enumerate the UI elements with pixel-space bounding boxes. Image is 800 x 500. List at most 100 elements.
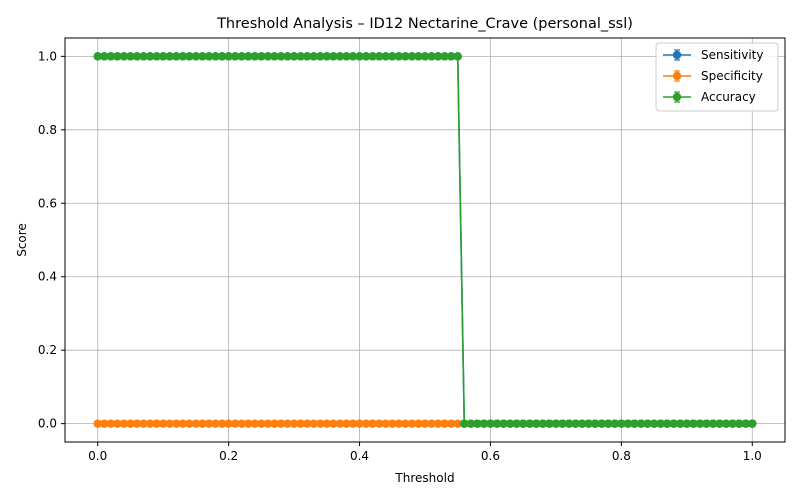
- series-layer: [93, 52, 757, 428]
- data-point: [433, 419, 443, 428]
- data-point: [715, 419, 724, 428]
- data-point: [649, 419, 659, 428]
- data-point: [342, 419, 351, 428]
- x-tick-label: 0.4: [350, 449, 369, 463]
- x-tick-label: 1.0: [743, 449, 762, 463]
- data-point: [571, 419, 580, 428]
- data-point: [545, 419, 554, 428]
- data-point: [237, 419, 246, 428]
- data-point: [558, 419, 567, 428]
- data-point: [224, 52, 233, 61]
- data-point: [414, 52, 423, 61]
- data-point: [289, 52, 299, 61]
- data-point: [257, 52, 266, 61]
- data-point: [741, 419, 750, 428]
- data-point: [100, 419, 109, 428]
- data-point: [198, 52, 207, 61]
- data-point: [165, 419, 174, 428]
- legend-label: Accuracy: [701, 90, 756, 104]
- legend-entry-specificity: Specificity: [663, 69, 763, 83]
- chart-title: Threshold Analysis – ID12 Nectarine_Crav…: [216, 16, 633, 32]
- data-point: [230, 419, 240, 428]
- data-point: [132, 52, 142, 61]
- data-point: [388, 419, 397, 428]
- data-point: [355, 52, 364, 61]
- x-axis-label: Threshold: [394, 471, 454, 485]
- data-point: [453, 419, 462, 428]
- data-point: [198, 419, 207, 428]
- ticks: 0.0 0.2 0.4 0.6 0.8 1.0 0.0 0.2 0.4 0.6 0.8 1.0: [38, 49, 762, 463]
- data-point: [394, 52, 404, 61]
- data-point: [538, 419, 548, 428]
- data-point: [224, 419, 233, 428]
- data-point: [100, 52, 109, 61]
- data-point: [695, 419, 705, 428]
- data-point: [158, 52, 168, 61]
- data-point: [427, 52, 436, 61]
- legend: Sensitivity Specificity Accuracy: [655, 42, 779, 112]
- data-point: [355, 419, 364, 428]
- data-point: [381, 52, 390, 61]
- plot-frame: [64, 37, 786, 443]
- data-point: [492, 419, 502, 428]
- x-tick-label: 0.8: [612, 449, 631, 463]
- legend-marker: [672, 50, 682, 60]
- data-point: [191, 419, 201, 428]
- data-point: [145, 52, 155, 61]
- data-point: [309, 52, 318, 61]
- legend-label: Sensitivity: [701, 48, 763, 62]
- data-point: [636, 419, 646, 428]
- data-point: [656, 419, 665, 428]
- data-point: [466, 419, 476, 428]
- data-point: [374, 52, 384, 61]
- y-tick-label: 1.0: [38, 49, 57, 63]
- data-point: [748, 419, 757, 428]
- data-point: [460, 419, 469, 428]
- data-point: [126, 52, 135, 61]
- data-point: [250, 52, 260, 61]
- data-point: [329, 419, 338, 428]
- data-point: [643, 419, 652, 428]
- data-point: [302, 419, 312, 428]
- data-point: [689, 419, 698, 428]
- data-point: [257, 419, 266, 428]
- data-point: [348, 419, 358, 428]
- data-point: [486, 419, 495, 428]
- y-tick-label: 0.8: [38, 123, 57, 137]
- data-point: [302, 52, 312, 61]
- data-point: [263, 52, 273, 61]
- data-point: [244, 52, 253, 61]
- data-point: [106, 52, 116, 61]
- data-point: [348, 52, 358, 61]
- data-point: [119, 52, 129, 61]
- data-point: [145, 419, 155, 428]
- data-point: [250, 419, 260, 428]
- data-point: [597, 419, 606, 428]
- data-point: [414, 419, 423, 428]
- data-point: [329, 52, 338, 61]
- data-point: [316, 52, 325, 61]
- x-tick-label: 0.6: [481, 449, 500, 463]
- data-point: [119, 419, 129, 428]
- data-point: [361, 52, 371, 61]
- data-point: [283, 52, 292, 61]
- data-point: [610, 419, 620, 428]
- data-point: [211, 419, 220, 428]
- data-point: [152, 52, 161, 61]
- series-accuracy: [93, 52, 757, 428]
- data-point: [276, 419, 286, 428]
- data-point: [126, 419, 135, 428]
- y-tick-label: 0.2: [38, 343, 57, 357]
- data-point: [335, 419, 345, 428]
- data-point: [342, 52, 351, 61]
- data-point: [590, 419, 600, 428]
- data-point: [394, 419, 404, 428]
- data-point: [217, 52, 227, 61]
- data-point: [172, 52, 181, 61]
- data-point: [453, 52, 462, 61]
- data-point: [211, 52, 220, 61]
- data-point: [113, 419, 122, 428]
- data-point: [374, 419, 384, 428]
- data-point: [172, 419, 181, 428]
